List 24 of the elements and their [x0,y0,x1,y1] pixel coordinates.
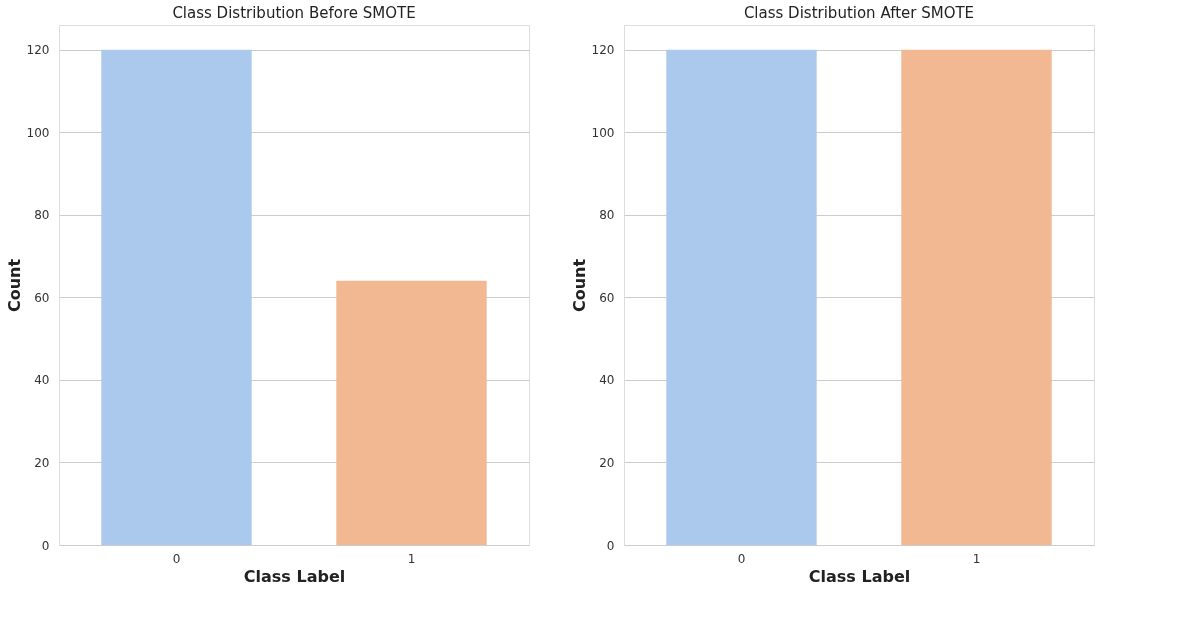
y-tick-label: 40 [34,373,50,388]
y-tick-label: 0 [606,538,615,553]
x-tick-label: 0 [737,551,746,566]
y-tick-label: 40 [599,373,615,388]
x-tick-label: 1 [972,551,981,566]
y-tick-label: 60 [34,290,50,305]
chart-title: Class Distribution Before SMOTE [172,4,416,22]
chart-title: Class Distribution After SMOTE [743,4,975,22]
y-axis-title: Count [569,258,589,313]
y-tick-label: 20 [34,455,50,470]
y-tick-label: 20 [599,455,615,470]
x-axis-title: Class Label [808,566,911,586]
y-tick-label: 0 [41,538,50,553]
y-tick-label: 80 [599,208,615,223]
y-tick-label: 120 [26,43,50,58]
x-tick-label: 1 [407,551,416,566]
y-tick-label: 100 [591,125,615,140]
x-tick-label: 0 [172,551,181,566]
y-axis-title: Count [4,258,24,313]
y-tick-label: 60 [599,290,615,305]
y-tick-label: 120 [591,43,615,58]
y-tick-label: 100 [26,125,50,140]
y-tick-label: 80 [34,208,50,223]
x-axis-title: Class Label [243,566,346,586]
